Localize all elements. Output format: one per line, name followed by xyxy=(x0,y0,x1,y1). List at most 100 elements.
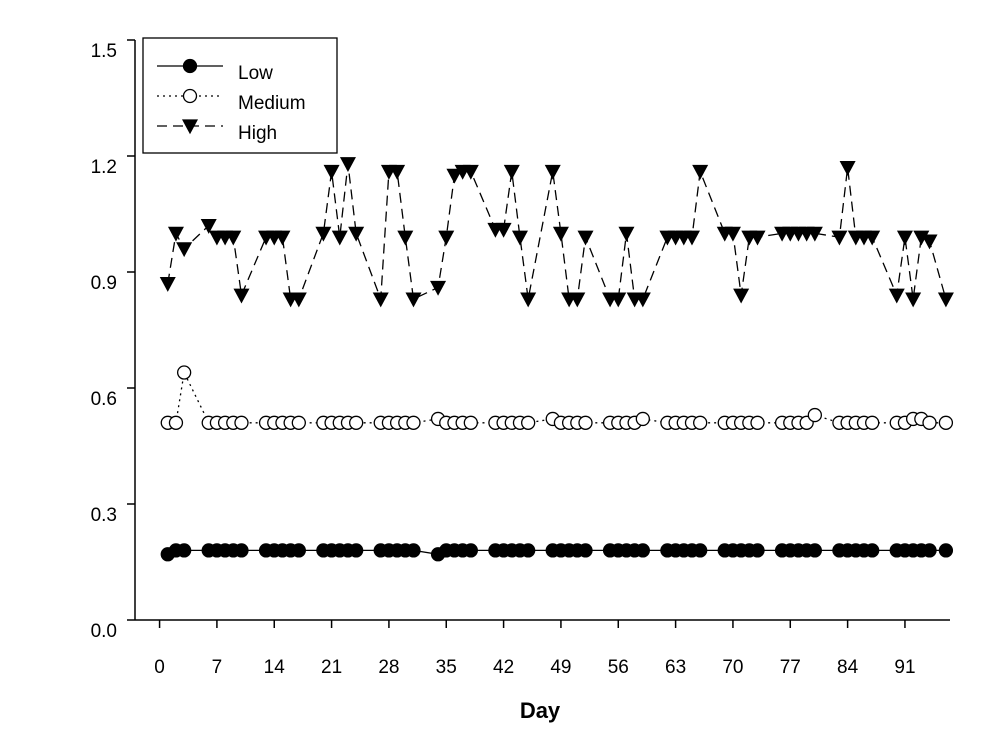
marker xyxy=(693,415,708,430)
marker xyxy=(406,543,421,558)
marker xyxy=(635,543,650,558)
marker xyxy=(938,415,954,430)
marker xyxy=(839,161,856,176)
marker xyxy=(569,292,586,308)
legend-marker xyxy=(181,119,199,135)
marker xyxy=(233,288,250,304)
x-tick-label: 42 xyxy=(493,657,514,678)
y-tick-label: 0.6 xyxy=(91,389,117,410)
marker xyxy=(520,292,537,308)
y-tick-label: 1.5 xyxy=(91,41,117,62)
marker xyxy=(922,415,937,430)
marker xyxy=(635,411,650,427)
marker xyxy=(176,543,192,558)
x-tick-label: 56 xyxy=(608,657,629,678)
marker xyxy=(578,415,593,430)
marker xyxy=(372,292,389,308)
marker xyxy=(864,230,881,246)
marker xyxy=(234,543,249,558)
marker xyxy=(521,543,536,558)
marker xyxy=(922,543,937,558)
x-axis-label: Day xyxy=(520,698,561,723)
marker xyxy=(618,226,635,242)
marker xyxy=(349,415,364,430)
x-tick-label: 0 xyxy=(154,657,165,678)
marker xyxy=(578,543,593,558)
marker xyxy=(896,230,913,246)
marker xyxy=(692,164,709,180)
marker xyxy=(693,543,708,558)
marker xyxy=(291,415,306,430)
marker xyxy=(750,415,765,430)
marker xyxy=(339,157,356,172)
marker xyxy=(463,543,478,558)
marker xyxy=(806,226,823,242)
marker xyxy=(634,292,651,308)
marker xyxy=(274,230,291,246)
marker xyxy=(552,226,569,242)
legend-label: Medium xyxy=(238,93,306,114)
x-tick-label: 70 xyxy=(722,657,743,678)
x-tick-label: 14 xyxy=(264,657,286,678)
legend-label: High xyxy=(238,123,277,144)
marker xyxy=(462,164,479,180)
x-tick-label: 49 xyxy=(550,657,571,678)
legend-marker xyxy=(182,58,198,74)
y-tick-label: 0.9 xyxy=(91,273,117,294)
marker xyxy=(349,543,364,558)
marker xyxy=(389,164,406,180)
x-tick-label: 77 xyxy=(780,657,801,678)
marker xyxy=(397,230,414,246)
marker xyxy=(683,230,700,246)
marker xyxy=(577,230,594,246)
marker xyxy=(905,292,922,308)
x-tick-label: 28 xyxy=(378,657,399,678)
marker xyxy=(544,164,561,180)
marker xyxy=(463,415,478,430)
marker xyxy=(807,543,822,558)
marker xyxy=(348,226,365,242)
marker xyxy=(831,230,848,246)
marker xyxy=(495,222,512,238)
marker xyxy=(921,234,938,250)
marker xyxy=(176,365,192,380)
marker xyxy=(724,226,741,242)
marker xyxy=(733,288,750,304)
marker xyxy=(937,292,954,308)
marker xyxy=(291,543,306,558)
marker xyxy=(406,415,421,430)
marker xyxy=(446,168,463,184)
marker xyxy=(168,415,184,430)
marker xyxy=(430,280,447,296)
x-tick-label: 7 xyxy=(212,657,223,678)
y-tick-label: 0.3 xyxy=(91,505,117,526)
marker xyxy=(290,292,307,308)
x-tick-label: 91 xyxy=(894,657,915,678)
marker xyxy=(200,219,217,234)
marker xyxy=(888,288,905,304)
x-tick-label: 63 xyxy=(665,657,686,678)
marker xyxy=(438,230,455,246)
legend-marker xyxy=(182,88,198,104)
marker xyxy=(323,164,340,180)
marker xyxy=(315,226,332,242)
marker xyxy=(331,230,348,246)
x-tick-label: 84 xyxy=(837,657,859,678)
marker xyxy=(610,292,627,308)
marker xyxy=(176,242,193,258)
y-tick-label: 0.0 xyxy=(91,621,117,642)
marker xyxy=(225,230,242,246)
marker xyxy=(807,407,822,423)
marker xyxy=(405,292,422,308)
marker xyxy=(503,164,520,180)
marker xyxy=(749,230,766,246)
marker xyxy=(159,277,176,292)
y-tick-label: 1.2 xyxy=(91,157,117,178)
marker xyxy=(938,543,954,558)
marker xyxy=(167,226,184,242)
marker xyxy=(750,543,765,558)
marker xyxy=(234,415,249,430)
marker xyxy=(865,415,880,430)
marker xyxy=(511,230,528,246)
